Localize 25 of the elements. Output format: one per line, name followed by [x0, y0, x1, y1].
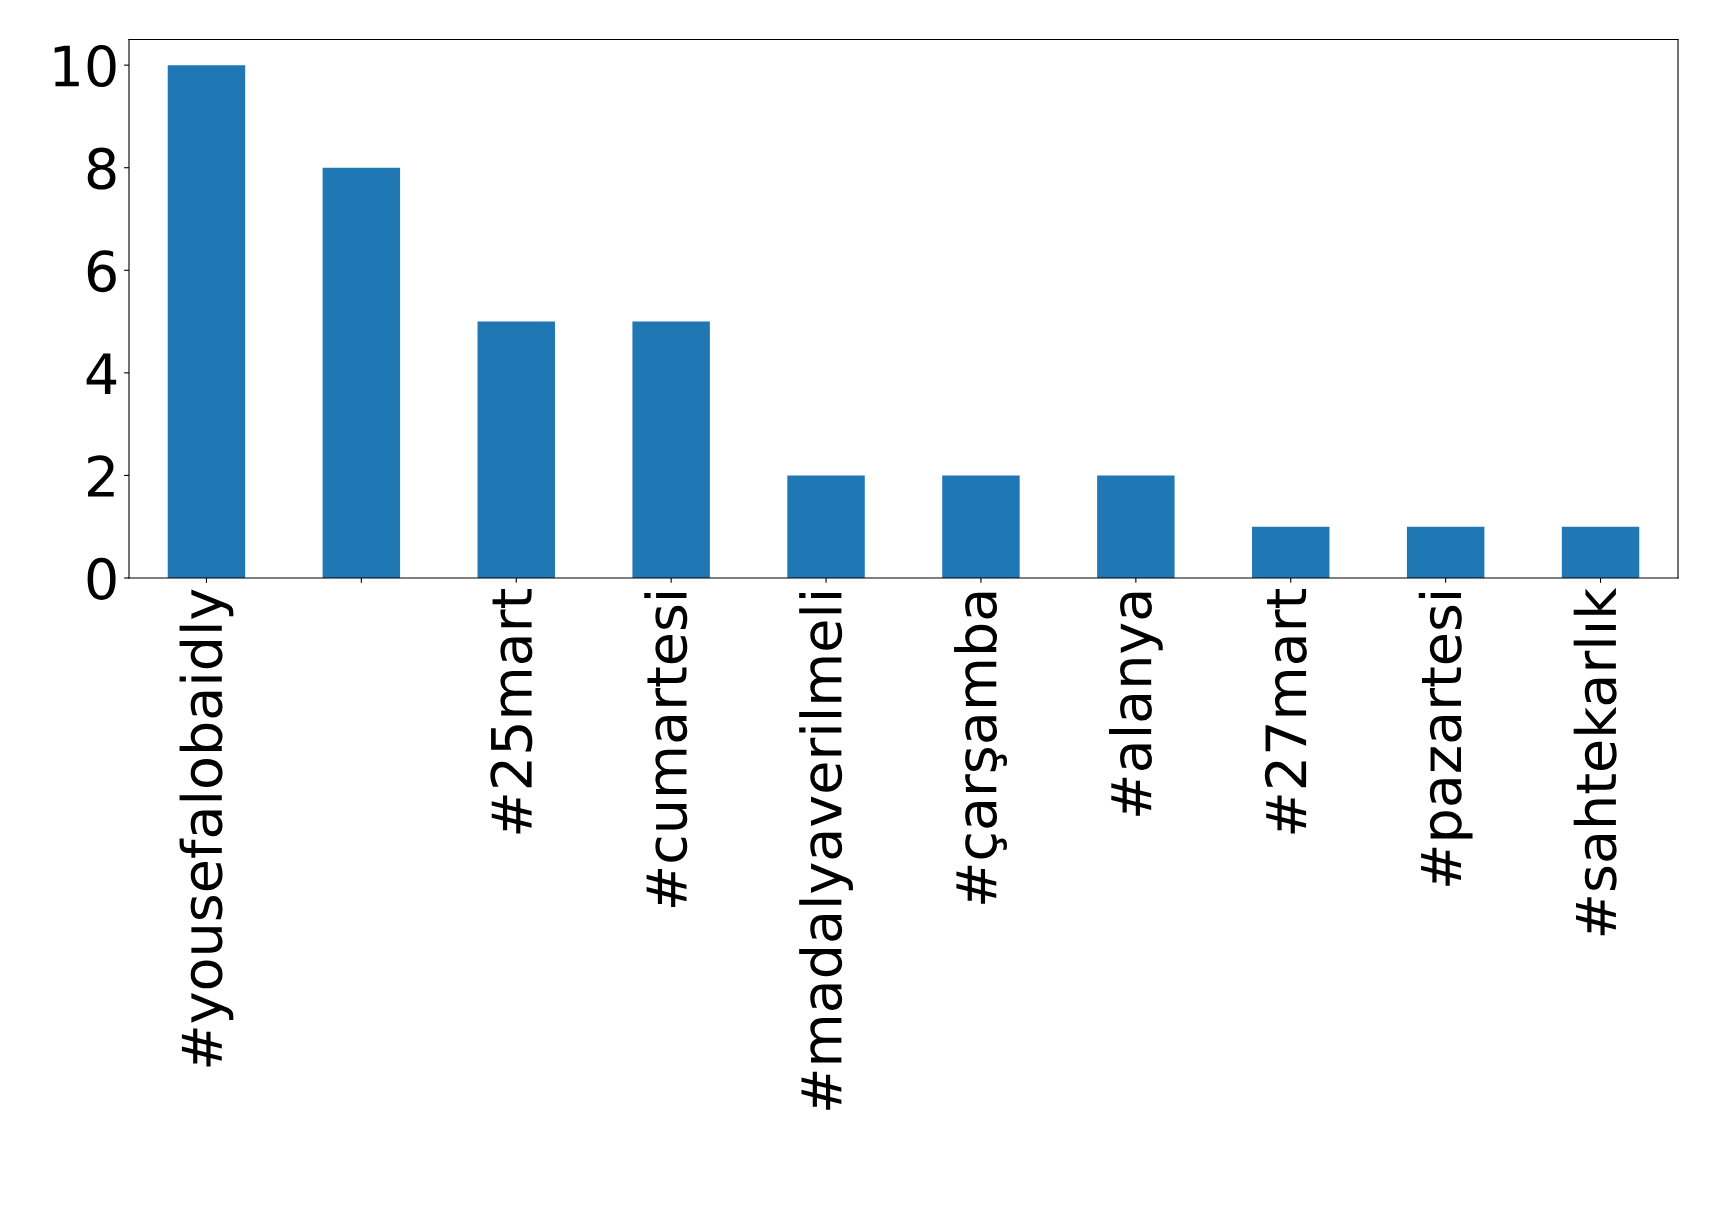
bar: [1406, 526, 1485, 578]
y-tick-label: 6: [87, 250, 116, 293]
x-tick-label: #sahtekarlık: [1573, 587, 1617, 936]
y-tick-label: 2: [88, 455, 114, 497]
bar: [322, 167, 401, 578]
bar: [942, 475, 1020, 578]
y-tick-label: 10: [54, 45, 116, 88]
bar: [1561, 526, 1640, 578]
y-tick-label: 0: [87, 557, 116, 600]
bar: [632, 321, 710, 578]
y-tick-label: 8: [87, 147, 116, 190]
x-tick-label: #25mart: [490, 589, 533, 834]
x-tick-label: #çarşamba: [954, 592, 1007, 904]
bar: [477, 321, 555, 578]
x-tick-label: #27mart: [1264, 589, 1307, 834]
bar: [787, 475, 865, 578]
bar: [167, 65, 246, 578]
y-tick-label: 4: [86, 353, 117, 394]
x-tick-label: #alanya: [1108, 592, 1163, 816]
x-tick-label: #pazartesi: [1418, 592, 1473, 886]
x-tick-label: #madalyaverilmeli: [799, 592, 853, 1110]
x-tick-label: #yousefalobaidly: [179, 589, 234, 1067]
bar: [1097, 475, 1175, 578]
bar: [1252, 526, 1330, 578]
x-tick-label: #cumartesi: [644, 592, 688, 908]
